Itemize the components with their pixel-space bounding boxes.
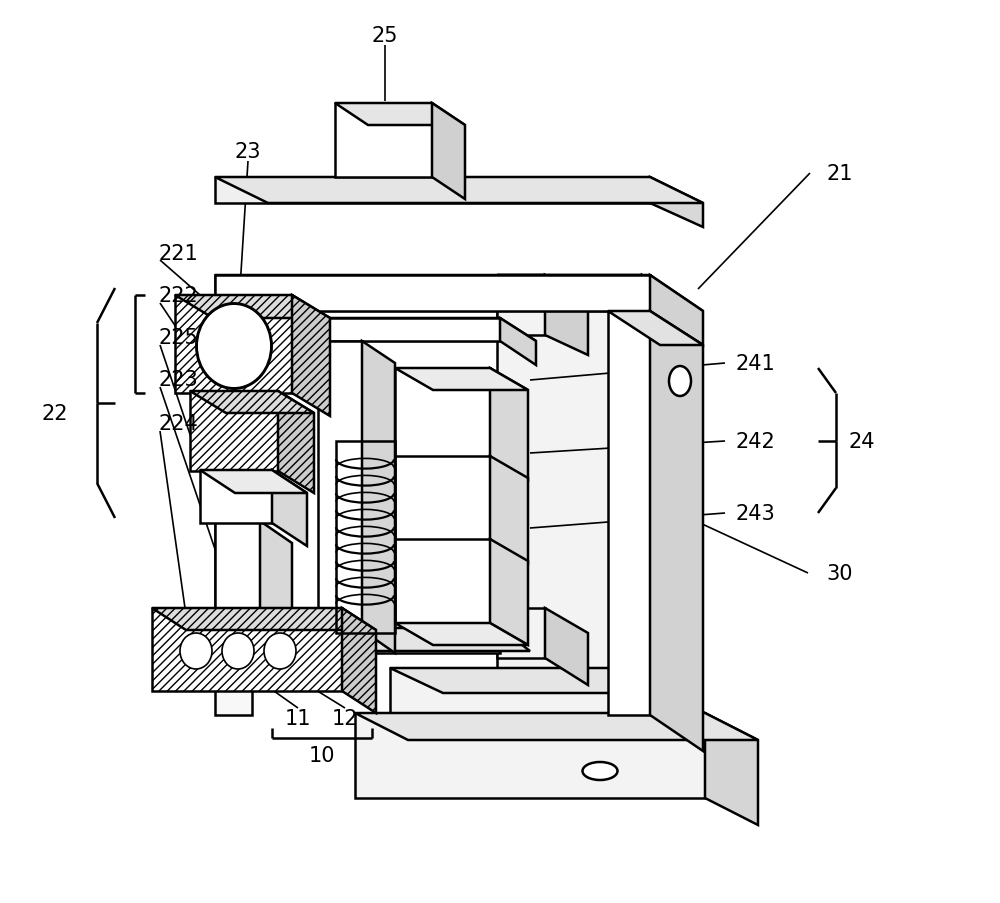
Text: 23: 23	[235, 142, 261, 162]
Ellipse shape	[264, 633, 296, 669]
Polygon shape	[292, 319, 500, 341]
Text: 242: 242	[735, 432, 775, 452]
Polygon shape	[272, 470, 307, 546]
Polygon shape	[280, 628, 530, 651]
Polygon shape	[490, 539, 528, 646]
Polygon shape	[215, 275, 650, 312]
Polygon shape	[152, 609, 342, 691]
Text: 22: 22	[42, 404, 68, 424]
Polygon shape	[190, 392, 314, 414]
Polygon shape	[608, 312, 650, 715]
Polygon shape	[215, 178, 650, 204]
Polygon shape	[318, 341, 362, 630]
Polygon shape	[355, 713, 758, 740]
Polygon shape	[500, 319, 536, 366]
Polygon shape	[342, 609, 376, 713]
Ellipse shape	[669, 367, 691, 396]
Polygon shape	[292, 295, 330, 416]
Ellipse shape	[197, 304, 272, 389]
Polygon shape	[395, 623, 528, 646]
Ellipse shape	[582, 762, 618, 780]
Polygon shape	[335, 104, 465, 126]
Polygon shape	[292, 319, 536, 341]
Polygon shape	[395, 368, 528, 391]
Text: 30: 30	[827, 563, 853, 583]
Polygon shape	[497, 275, 695, 312]
Ellipse shape	[180, 633, 212, 669]
Polygon shape	[215, 275, 703, 312]
Polygon shape	[215, 521, 260, 611]
Polygon shape	[497, 275, 545, 336]
Polygon shape	[390, 668, 695, 694]
Polygon shape	[650, 178, 703, 228]
Polygon shape	[608, 312, 703, 346]
Text: 241: 241	[735, 354, 775, 374]
Polygon shape	[260, 521, 292, 633]
Polygon shape	[395, 539, 490, 623]
Polygon shape	[215, 178, 703, 204]
Polygon shape	[190, 392, 278, 471]
Text: 222: 222	[158, 285, 198, 305]
Polygon shape	[432, 104, 465, 200]
Polygon shape	[175, 295, 292, 394]
Text: 224: 224	[158, 414, 198, 433]
Polygon shape	[335, 104, 432, 178]
Polygon shape	[497, 275, 642, 715]
Polygon shape	[642, 275, 695, 751]
Polygon shape	[200, 470, 307, 493]
Polygon shape	[395, 368, 490, 459]
Polygon shape	[705, 713, 758, 825]
Text: 225: 225	[158, 328, 198, 348]
Polygon shape	[280, 628, 500, 653]
Text: 221: 221	[158, 244, 198, 264]
Text: 21: 21	[827, 163, 853, 184]
Polygon shape	[545, 275, 588, 356]
Ellipse shape	[222, 633, 254, 669]
Text: 25: 25	[372, 26, 398, 46]
Text: 24: 24	[849, 432, 875, 452]
Polygon shape	[152, 609, 376, 630]
Polygon shape	[395, 457, 490, 542]
Polygon shape	[175, 295, 330, 319]
Polygon shape	[490, 368, 528, 480]
Text: 223: 223	[158, 369, 198, 389]
Polygon shape	[497, 275, 588, 307]
Polygon shape	[278, 392, 314, 493]
Polygon shape	[362, 341, 395, 653]
Polygon shape	[497, 609, 545, 658]
Ellipse shape	[662, 480, 682, 510]
Polygon shape	[355, 713, 705, 798]
Polygon shape	[642, 668, 695, 749]
Polygon shape	[650, 275, 703, 346]
Polygon shape	[650, 312, 703, 751]
Polygon shape	[215, 275, 252, 715]
Polygon shape	[390, 668, 642, 715]
Polygon shape	[545, 609, 588, 685]
Text: 243: 243	[735, 504, 775, 524]
Text: 11: 11	[285, 708, 311, 728]
Polygon shape	[490, 457, 528, 563]
Text: 10: 10	[309, 745, 335, 765]
Text: 12: 12	[332, 708, 358, 728]
Polygon shape	[200, 470, 272, 524]
